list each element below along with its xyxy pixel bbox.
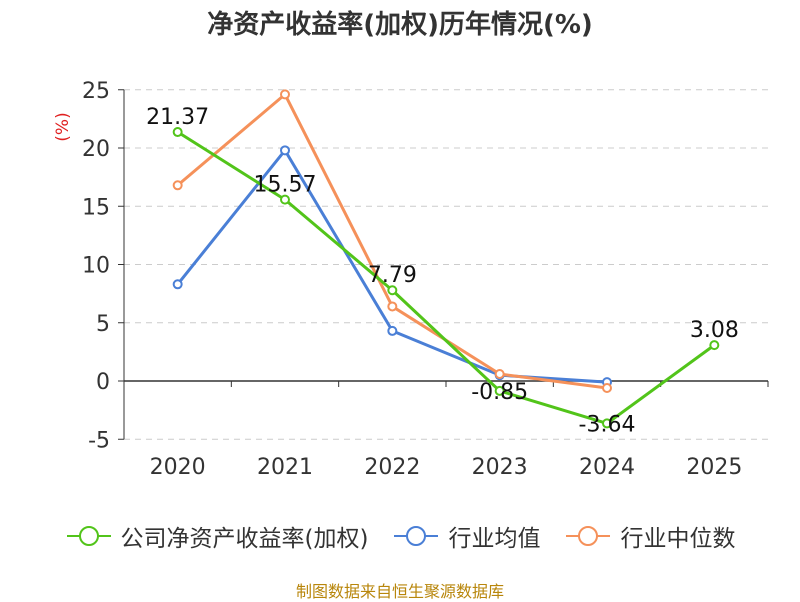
y-tick-label--5: -5 bbox=[88, 428, 110, 453]
y-axis-title: (%) bbox=[53, 112, 73, 141]
point-1-2021 bbox=[280, 145, 290, 156]
y-tick-label-25: 25 bbox=[82, 79, 110, 104]
x-tick-label-2023: 2023 bbox=[472, 455, 528, 480]
legend-item-1[interactable]: 行业均值 bbox=[392, 519, 540, 553]
data-label-2025: 3.08 bbox=[690, 318, 739, 343]
legend-swatch-icon bbox=[394, 526, 439, 546]
point-0-2025 bbox=[709, 340, 720, 351]
data-label-2020: 21.37 bbox=[146, 105, 209, 130]
legend-label: 行业均值 bbox=[448, 526, 541, 552]
x-tick-label-2024: 2024 bbox=[579, 455, 635, 480]
data-label-2023: -0.85 bbox=[471, 380, 528, 405]
y-tick-label-5: 5 bbox=[96, 312, 110, 337]
data-labels: 21.37 15.57 7.79 -0.85 -3.64 3.08 bbox=[146, 105, 739, 437]
legend-label: 行业中位数 bbox=[620, 526, 736, 552]
gridlines bbox=[124, 89, 768, 440]
legend-swatch-icon bbox=[66, 526, 111, 546]
y-tick-label-0: 0 bbox=[96, 370, 110, 395]
point-0-2022 bbox=[387, 285, 398, 296]
x-tick-label-2022: 2022 bbox=[364, 455, 420, 480]
series-line-0 bbox=[176, 130, 716, 425]
legend-item-2[interactable]: 行业中位数 bbox=[564, 519, 735, 553]
y-tick-label-10: 10 bbox=[82, 254, 110, 279]
point-2-2021 bbox=[280, 89, 290, 100]
data-label-2024: -3.64 bbox=[579, 412, 636, 437]
point-1-2020 bbox=[172, 279, 183, 290]
y-tick-label-20: 20 bbox=[82, 137, 110, 162]
series-lines bbox=[172, 89, 720, 429]
point-0-2023 bbox=[494, 385, 505, 396]
source-footer: 制图数据来自恒生聚源数据库 bbox=[295, 582, 504, 601]
data-label-2022: 7.79 bbox=[368, 263, 417, 288]
data-label-2021: 15.57 bbox=[254, 173, 317, 198]
point-2-2024 bbox=[602, 382, 612, 393]
point-2-2023 bbox=[494, 369, 505, 380]
x-tick-label-2020: 2020 bbox=[150, 455, 206, 480]
legend: 公司净资产收益率(加权) 行业均值 行业中位数 bbox=[0, 519, 800, 553]
legend-item-0[interactable]: 公司净资产收益率(加权) bbox=[65, 519, 369, 553]
y-tick-label-15: 15 bbox=[82, 195, 110, 220]
x-tick-label-2025: 2025 bbox=[686, 455, 742, 480]
chart-title: 净资产收益率(加权)历年情况(%) bbox=[207, 10, 593, 40]
point-1-2022 bbox=[387, 325, 398, 336]
legend-label: 公司净资产收益率(加权) bbox=[120, 526, 369, 552]
point-0-2024 bbox=[602, 418, 612, 429]
legend-swatch-icon bbox=[566, 526, 611, 546]
point-0-2020 bbox=[172, 127, 183, 138]
point-2-2022 bbox=[387, 301, 398, 312]
point-0-2021 bbox=[280, 194, 290, 205]
x-tick-label-2021: 2021 bbox=[257, 455, 313, 480]
series-line-2 bbox=[176, 92, 608, 390]
point-2-2020 bbox=[172, 180, 183, 191]
